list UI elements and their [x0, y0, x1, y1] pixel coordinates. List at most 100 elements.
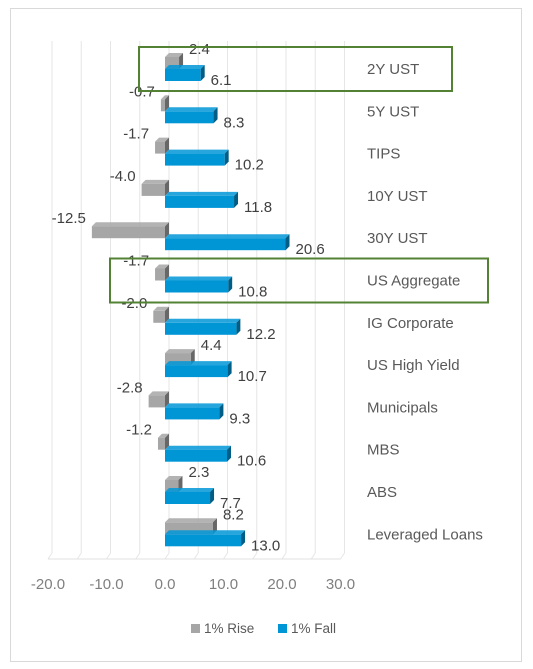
bar-fall-top [165, 445, 232, 450]
data-label-fall: 10.8 [238, 284, 267, 301]
bar-fall [165, 107, 218, 124]
labels-layer: 2.46.12Y UST-0.78.35Y UST-1.710.2TIPS-4.… [52, 41, 483, 554]
gridline-floor [47, 552, 53, 560]
bar-fall-side [228, 276, 233, 293]
data-label-fall: 10.7 [238, 368, 267, 385]
highlight-box [138, 46, 453, 92]
bar-fall-top [165, 191, 239, 196]
bar-fall [165, 318, 241, 335]
highlight-layer [109, 46, 489, 304]
data-label-rise: 2.4 [189, 41, 210, 58]
bar-rise-front [157, 437, 165, 450]
bar-rise-top [157, 433, 169, 438]
bar-fall-front [165, 365, 228, 378]
bar-fall-side [236, 318, 241, 335]
bar-fall-side [234, 191, 239, 208]
category-label: 5Y UST [367, 103, 419, 120]
bar-rise-top [148, 391, 169, 396]
gridline-floor [281, 552, 287, 560]
gridline-floor [76, 552, 82, 560]
category-label: US Aggregate [367, 273, 460, 290]
bar-rise-front [153, 310, 165, 323]
bar-rise-side [165, 179, 169, 196]
category-label: MBS [367, 442, 400, 459]
bar-fall-front [165, 195, 235, 208]
bar-rise [155, 264, 169, 281]
bar-fall-front [165, 322, 237, 335]
data-label-rise: -1.7 [123, 253, 149, 270]
data-label-rise: 2.3 [188, 464, 209, 481]
legend-swatch [278, 624, 287, 633]
category-label: Leveraged Loans [367, 526, 483, 543]
bar-fall-front [165, 238, 286, 251]
legend-label: 1% Rise [204, 621, 254, 636]
bar-fall-front [165, 280, 229, 293]
x-tick-label: 30.0 [326, 576, 355, 593]
bar-rise-top [165, 518, 217, 523]
gridline-floor [340, 552, 345, 560]
gridline-floor [135, 552, 141, 560]
data-label-fall: 20.6 [296, 241, 325, 258]
bar-fall-top [165, 403, 224, 408]
bar-rise-side [165, 264, 169, 281]
bar-fall-side [241, 530, 246, 547]
highlight-box [109, 257, 489, 304]
bar-fall [165, 530, 246, 547]
data-label-rise: -1.2 [126, 422, 152, 439]
x-tick-label: -10.0 [89, 576, 123, 593]
bar-fall-top [165, 107, 218, 112]
bar-rise [141, 179, 169, 196]
bar-rise-front [141, 183, 165, 196]
bar-rise-top [155, 264, 169, 269]
bar-fall-top [165, 361, 232, 366]
bar-rise [155, 137, 169, 154]
bar-fall [165, 149, 229, 166]
data-label-rise: 4.4 [201, 337, 222, 354]
bar-fall-front [165, 153, 225, 166]
x-tick-label: 0.0 [155, 576, 176, 593]
bar-rise-top [165, 53, 184, 57]
bar-fall-side [227, 361, 232, 378]
bar-fall-top [165, 65, 205, 69]
bar-rise-side [165, 306, 169, 323]
bar-rise [148, 391, 169, 408]
legend-swatch [191, 624, 200, 633]
bar-fall-front [165, 69, 201, 81]
data-label-fall: 13.0 [251, 537, 280, 554]
bar-rise-front [91, 226, 165, 239]
bar-fall-side [200, 65, 205, 81]
bar-fall [165, 403, 224, 420]
bar-rise-side [165, 222, 169, 239]
bar-fall-top [165, 276, 233, 281]
bar-rise [91, 222, 169, 239]
gridline-floor [106, 552, 111, 560]
category-label: 2Y UST [367, 61, 419, 78]
data-label-rise: -1.7 [123, 126, 149, 143]
data-label-fall: 12.2 [246, 326, 275, 343]
data-label-fall: 8.3 [224, 114, 245, 131]
bar-rise-front [155, 141, 165, 154]
data-label-fall: 10.6 [237, 453, 266, 470]
bar-fall-side [285, 234, 290, 251]
bar-fall-top [165, 488, 215, 492]
bar-fall-side [227, 445, 232, 462]
bar-rise [160, 95, 169, 112]
gridline-floor [223, 552, 228, 560]
x-tick-label: 10.0 [209, 576, 238, 593]
data-label-fall: 7.7 [220, 495, 241, 512]
data-label-rise: -2.8 [117, 379, 143, 396]
category-label: 10Y UST [367, 188, 428, 205]
bar-rise-side [165, 95, 169, 112]
bar-fall-top [165, 149, 229, 154]
bar-rise-top [153, 306, 169, 311]
bar-fall-front [165, 407, 220, 420]
x-tick-label: 20.0 [267, 576, 296, 593]
bar-rise-side [165, 391, 169, 408]
bar-rise-front [160, 99, 165, 112]
bar-fall-front [165, 492, 211, 504]
bar-fall-top [165, 234, 290, 239]
x-tick-label: -20.0 [31, 576, 65, 593]
category-label: IG Corporate [367, 315, 454, 332]
bars-layer [91, 53, 290, 547]
bar-fall-top [165, 318, 241, 323]
